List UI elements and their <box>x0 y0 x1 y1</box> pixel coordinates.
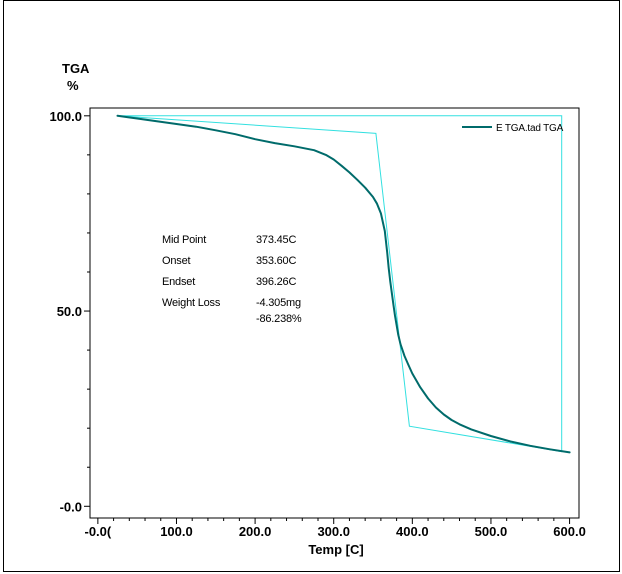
x-tick-label: 300.0 <box>317 524 350 539</box>
annotation-value: -86.238% <box>256 313 302 325</box>
y-axis-ticks: -0.0 50.0 100.0 <box>49 109 90 514</box>
x-tick-label: 100.0 <box>160 524 193 539</box>
annotation-label: Onset <box>162 255 190 267</box>
x-tick-label: 200.0 <box>239 524 272 539</box>
annotation-value: 373.45C <box>256 234 296 246</box>
plot-area-frame <box>89 107 580 519</box>
series-group <box>116 114 571 454</box>
annotation-label: Mid Point <box>162 234 206 246</box>
legend-label: E TGA.tad TGA <box>496 123 564 134</box>
x-tick-label: 400.0 <box>396 524 429 539</box>
x-tick-label: -0.0( <box>84 524 111 539</box>
legend: E TGA.tad TGA <box>462 123 564 134</box>
y-tick-label: 50.0 <box>57 304 82 319</box>
annotation-value: 353.60C <box>256 255 296 267</box>
y-axis-title: TGA <box>62 61 90 76</box>
x-tick-label: 600.0 <box>553 524 586 539</box>
x-axis-title: Temp [C] <box>308 542 363 557</box>
y-tick-label: 100.0 <box>49 109 82 124</box>
construction-lines <box>117 115 563 453</box>
y-axis-unit: % <box>67 78 79 93</box>
annotation-value: 396.26C <box>256 276 296 288</box>
annotation-label: Weight Loss <box>162 297 221 309</box>
x-tick-label: 500.0 <box>475 524 508 539</box>
y-tick-label: -0.0 <box>60 499 82 514</box>
series-line-tga <box>116 114 571 454</box>
annotation-value: -4.305mg <box>256 297 301 309</box>
onset-endset-construction-line <box>117 115 563 453</box>
annotation-label: Endset <box>162 276 195 288</box>
figure-frame <box>3 0 620 572</box>
x-axis-ticks: -0.0( 100.0 200.0 300.0 400.0 500.0 600.0 <box>84 518 586 539</box>
annotation-block: Mid Point 373.45C Onset 353.60C Endset 396.26… <box>162 234 302 325</box>
